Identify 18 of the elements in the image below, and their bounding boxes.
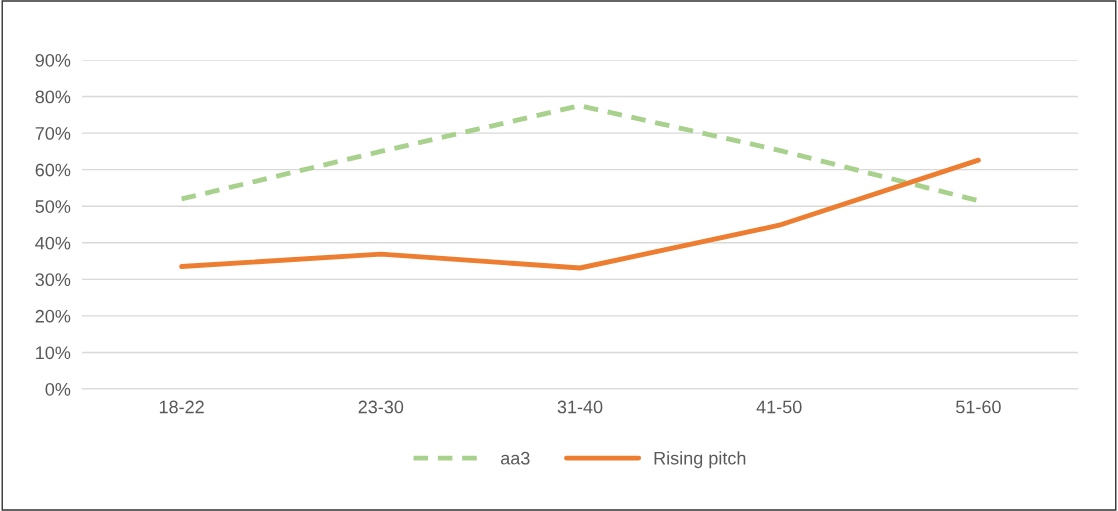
y-tick-label: 0% [45,382,71,396]
x-tick-label: 51-60 [956,400,1001,414]
legend-label: aa3 [500,451,530,465]
y-tick-label: 90% [35,53,71,67]
x-tick-label: 31-40 [557,400,603,414]
y-tick-label: 20% [35,309,71,323]
x-tick-label: 18-22 [159,400,204,414]
y-tick-label: 70% [35,127,71,140]
y-tick-label: 60% [35,163,71,177]
y-tick-label: 10% [36,346,71,360]
x-tick-label: 41-50 [756,400,802,414]
y-tick-label: 50% [35,200,71,213]
line-series [179,157,981,271]
y-tick-label: 40% [35,236,71,250]
legend-label: Rising pitch [654,451,746,469]
x-tick-label: 23-30 [358,400,404,414]
y-tick-label: 80% [35,90,71,104]
y-tick-label: 30% [35,273,71,287]
